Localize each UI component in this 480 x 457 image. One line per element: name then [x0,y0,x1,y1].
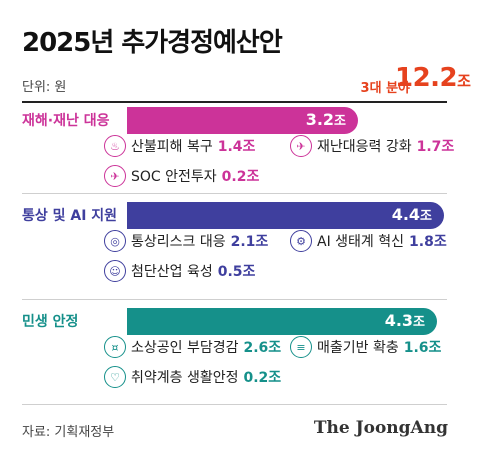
category-label: 통상 및 AI 지원 [22,208,118,224]
sub-item-value: 2.1조 [230,234,269,250]
unit-label: 단위: 원 [22,80,67,95]
receipt-icon: ≡ [290,336,312,358]
bar-value-unit: 조 [413,315,425,330]
sub-item-name: 통상리스크 대응 [131,234,226,250]
sub-item-name: SOC 안전투자 [131,169,217,185]
globe-icon: ◎ [104,230,126,252]
total-number: 12.2 [395,63,458,93]
sub-item-name: 취약계층 생활안정 [131,370,239,386]
bar-value-label: 4.4조 [392,205,432,224]
sub-item-value: 1.7조 [416,139,455,155]
ai-icon: ⚙ [290,230,312,252]
robot-icon: ☺ [104,260,126,282]
sub-item-value: 1.6조 [403,340,442,356]
sub-item-name: 매출기반 확충 [317,340,399,356]
sub-item: ◎ 통상리스크 대응 2.1조 [104,230,268,252]
sub-item: ♡ 취약계층 생활안정 0.2조 [104,366,281,388]
sub-item: ☺ 첨단산업 육성 0.5조 [104,260,255,282]
sub-item-value: 2.6조 [243,340,282,356]
sub-item-value: 1.8조 [409,234,447,250]
sub-item-value: 1.4조 [217,139,256,155]
sub-item-value: 0.5조 [217,264,256,280]
category-label: 재해·재난 대응 [22,113,110,129]
category-label: 민생 안정 [22,314,79,330]
sub-item: ✈ SOC 안전투자 0.2조 [104,165,259,187]
sub-item-value: 0.2조 [243,370,282,386]
section-divider [22,193,447,194]
money-icon: ¤ [104,336,126,358]
sub-item: ¤ 소상공인 부담경감 2.6조 [104,336,281,358]
bar-value-unit: 조 [420,209,432,224]
source: 자료: 기획재정부 [22,425,115,440]
sub-item: ✈ 재난대응력 강화 1.7조 [290,135,454,157]
sub-item-name: 소상공인 부담경감 [131,340,239,356]
bar-value-label: 3.2조 [306,110,346,129]
bar-value-number: 4.4 [391,205,421,224]
bar: 4.4조 [127,202,444,229]
bar-value-unit: 조 [334,114,346,129]
sub-item: ♨ 산불피해 복구 1.4조 [104,135,255,157]
total-unit: 조 [457,72,471,90]
sub-item: ⚙ AI 생태계 혁신 1.8조 [290,230,447,252]
bar-value-number: 4.3 [384,311,414,330]
bottom-divider [22,404,447,405]
sub-item-name: 재난대응력 강화 [317,139,412,155]
page-title: 2025년 추가경정예산안 [22,28,283,58]
total-value: 12.2조 [395,63,471,93]
brand-logo: The JoongAng [313,418,448,438]
bar: 3.2조 [127,107,358,134]
sub-item: ≡ 매출기반 확충 1.6조 [290,336,441,358]
section-divider [22,299,447,300]
bar-value-number: 3.2 [305,110,335,129]
sub-item-value: 0.2조 [221,169,260,185]
sub-item-name: AI 생태계 혁신 [317,234,405,250]
sub-item-name: 산불피해 복구 [131,139,213,155]
bar: 4.3조 [127,308,437,335]
sub-item-name: 첨단산업 육성 [131,264,213,280]
plane-icon: ✈ [104,165,126,187]
fire-icon: ♨ [104,135,126,157]
total-label: 3대 분야 [360,81,410,96]
top-rule [22,101,447,103]
bar-value-label: 4.3조 [385,311,425,330]
care-icon: ♡ [104,366,126,388]
helicopter-icon: ✈ [290,135,312,157]
